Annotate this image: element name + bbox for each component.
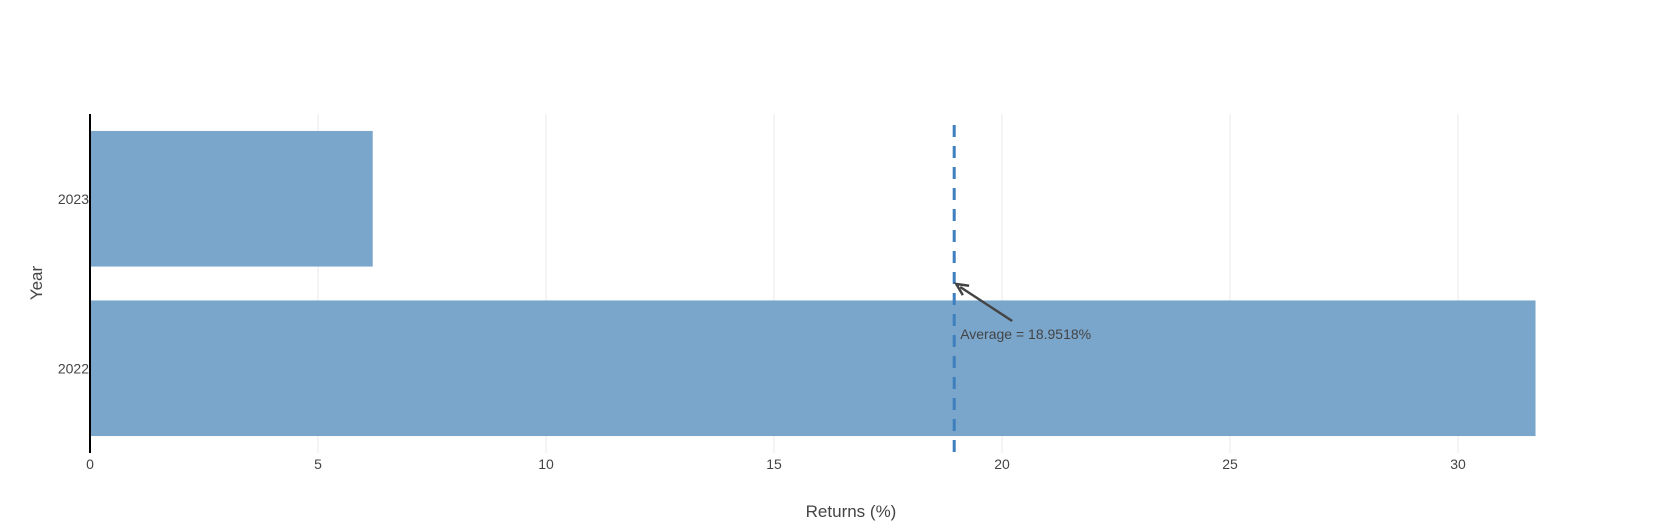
y-tick-labels: 2022 2023 bbox=[58, 191, 89, 377]
x-tick-label: 10 bbox=[538, 456, 554, 472]
annotation-arrow-head bbox=[953, 282, 970, 296]
x-tick-label: 20 bbox=[994, 456, 1010, 472]
x-axis-title: Returns (%) bbox=[806, 502, 897, 521]
annotation-arrow-shaft bbox=[959, 285, 1013, 323]
x-tick-label: 5 bbox=[314, 456, 322, 472]
average-annotation-arrow bbox=[953, 282, 1013, 323]
bars bbox=[90, 130, 1536, 437]
y-tick-label: 2023 bbox=[58, 191, 89, 207]
y-axis-title: Year bbox=[27, 265, 46, 300]
bar-2023 bbox=[90, 130, 373, 267]
x-tick-label: 30 bbox=[1450, 456, 1466, 472]
x-tick-labels: 0 5 10 15 20 25 30 bbox=[86, 456, 1466, 472]
bar-2022 bbox=[90, 300, 1536, 437]
x-tick-label: 15 bbox=[766, 456, 782, 472]
average-annotation-label: Average = 18.9518% bbox=[960, 326, 1091, 342]
x-tick-label: 0 bbox=[86, 456, 94, 472]
x-tick-label: 25 bbox=[1222, 456, 1238, 472]
y-tick-label: 2022 bbox=[58, 360, 89, 376]
